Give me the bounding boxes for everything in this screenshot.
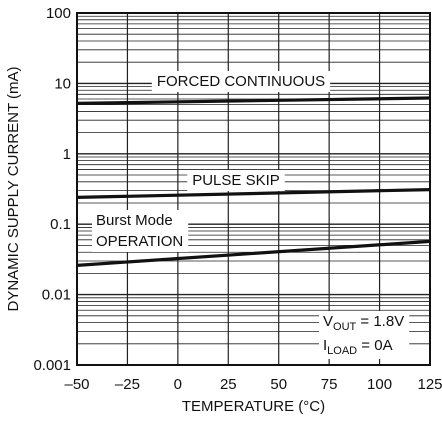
pulse-skip-label-bg bbox=[187, 170, 285, 191]
conditions-annotation-bg bbox=[319, 311, 410, 359]
y-tick-label: 10 bbox=[54, 75, 71, 92]
series-line-1 bbox=[76, 96, 431, 105]
x-axis-label: TEMPERATURE (°C) bbox=[182, 398, 325, 415]
series-line-3 bbox=[76, 239, 431, 267]
plot-frame bbox=[76, 12, 431, 366]
y-tick-label: 100 bbox=[46, 5, 71, 22]
x-tick-label: 0 bbox=[174, 376, 182, 393]
forced-continuous-label-bg bbox=[151, 71, 331, 92]
y-tick-label: 1 bbox=[63, 146, 71, 163]
forced-continuous-label: FORCED CONTINUOUS bbox=[157, 73, 325, 90]
iload-subscript: LOAD bbox=[327, 345, 357, 357]
x-tick-labels: –50 –25 0 25 50 75 100 125 bbox=[64, 376, 442, 393]
x-tick-label: –25 bbox=[115, 376, 140, 393]
vout-value: = 1.8V bbox=[356, 313, 404, 330]
x-tick-label: 100 bbox=[367, 376, 392, 393]
iload-value: = 0A bbox=[357, 337, 392, 354]
x-tick-label: –50 bbox=[64, 376, 89, 393]
iload-annotation: ILOAD = 0A bbox=[323, 337, 393, 357]
y-axis-label: DYNAMIC SUPPLY CURRENT (mA) bbox=[5, 66, 22, 311]
y-tick-label: 0.1 bbox=[50, 216, 71, 233]
x-tick-label: 50 bbox=[270, 376, 287, 393]
burst-mode-label-line1: Burst Mode bbox=[96, 212, 173, 229]
x-tick-label: 25 bbox=[220, 376, 237, 393]
burst-mode-label-bg bbox=[92, 210, 189, 252]
x-tick-label: 125 bbox=[417, 376, 442, 393]
y-tick-labels: 0.001 0.01 0.1 1 10 100 bbox=[33, 5, 71, 374]
vout-main: V bbox=[323, 313, 333, 330]
vout-subscript: OUT bbox=[333, 321, 357, 333]
y-tick-label: 0.001 bbox=[33, 357, 71, 374]
pulse-skip-label: PULSE SKIP bbox=[192, 172, 280, 189]
series-line-2 bbox=[76, 188, 431, 199]
iload-main: I bbox=[323, 337, 327, 354]
series-lines bbox=[76, 96, 431, 267]
x-tick-label: 75 bbox=[321, 376, 338, 393]
vout-annotation: VOUT = 1.8V bbox=[323, 313, 404, 333]
burst-mode-label-line2: OPERATION bbox=[96, 233, 183, 250]
y-tick-label: 0.01 bbox=[42, 287, 71, 304]
